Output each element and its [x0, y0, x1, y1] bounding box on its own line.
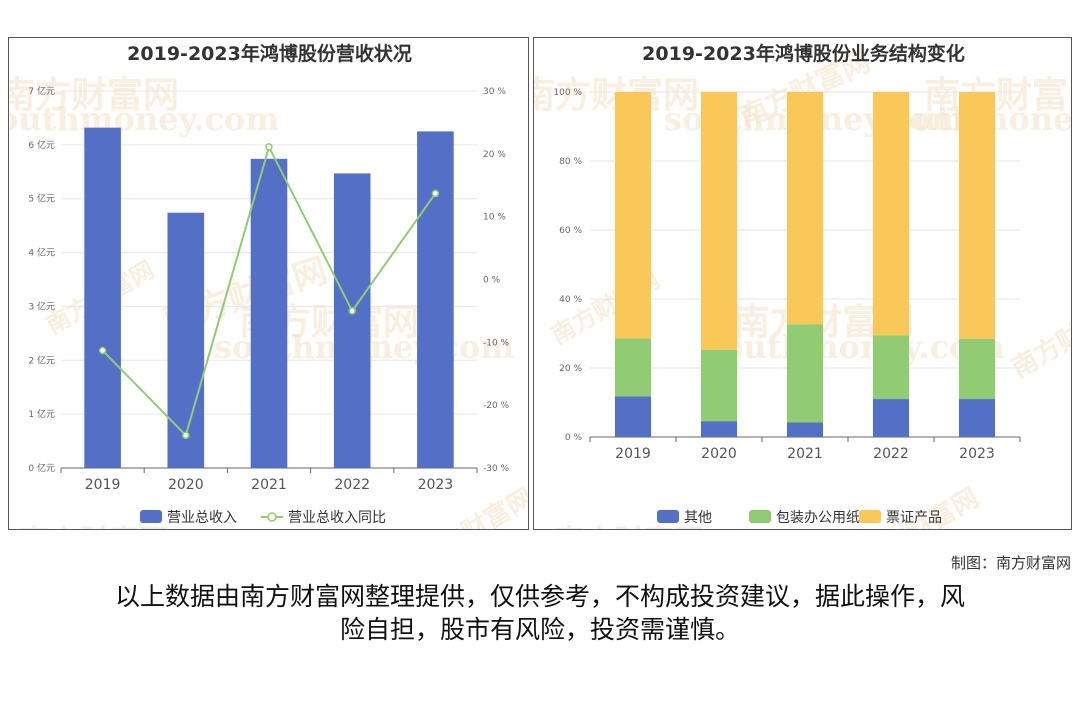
disclaimer-line-1: 以上数据由南方财富网整理提供，仅供参考，不构成投资建议，据此操作，风	[114, 582, 965, 611]
bar-票证产品-2021	[786, 92, 824, 325]
x-tick-label: 2019	[615, 446, 651, 462]
y-tick-label: 40 %	[559, 295, 582, 305]
disclaimer-line-2: 险自担，股市有风险，投资需谨慎。	[339, 615, 740, 644]
x-tick-label: 2020	[168, 477, 204, 493]
x-tick-label: 2023	[418, 477, 454, 493]
bar-其他-2019	[614, 396, 652, 437]
point-yoy-2021	[265, 143, 273, 151]
y-left-tick-label: 7 亿元	[28, 85, 55, 97]
legend-swatch-1	[749, 510, 771, 523]
point-yoy-2023	[431, 189, 440, 198]
bar-其他-2023	[958, 399, 996, 437]
legend-label-2: 票证产品	[886, 510, 942, 526]
x-tick-label: 2019	[85, 477, 121, 493]
bar-票证产品-2019	[614, 92, 652, 339]
chart-credit: 制图：南方财富网	[950, 554, 1071, 572]
x-tick-label: 2020	[701, 446, 737, 462]
business-structure-chart-panel: 南方财富网southmoney.com南方财富网南方财富网southmoney.…	[533, 37, 1072, 530]
y-right-tick-label: 0 %	[483, 276, 501, 286]
point-yoy-2019	[98, 346, 107, 355]
bar-包装办公用纸-2019	[614, 338, 652, 397]
bar-包装办公用纸-2021	[786, 324, 824, 423]
y-tick-label: 20 %	[559, 364, 582, 374]
bar-包装办公用纸-2020	[700, 349, 738, 422]
legend-swatch-0	[657, 510, 679, 523]
bar-revenue-2023	[417, 131, 454, 468]
bar-revenue-2019	[84, 127, 121, 468]
structure-chart-svg: 2019-2023年鸿博股份业务结构变化 0 % 20 % 40 % 60 % 80 % 1…	[553, 42, 1021, 526]
bar-revenue-2022	[333, 173, 371, 468]
bar-包装办公用纸-2022	[872, 335, 910, 400]
bar-票证产品-2020	[700, 92, 738, 350]
y-left-tick-label: 2 亿元	[28, 354, 55, 366]
y-left-tick-label: 3 亿元	[28, 300, 55, 312]
bar-其他-2021	[786, 422, 824, 437]
bar-其他-2020	[700, 421, 738, 437]
bar-revenue-2020	[167, 212, 205, 468]
legend-swatch-2	[859, 510, 881, 523]
y-right-tick-label: -20 %	[483, 401, 510, 411]
legend-swatch-revenue	[140, 510, 162, 523]
legend-label-0: 其他	[684, 510, 712, 526]
x-tick-label: 2021	[251, 477, 287, 493]
y-left-tick-label: 5 亿元	[28, 193, 55, 205]
legend-label-revenue: 营业总收入	[167, 510, 237, 526]
x-tick-label: 2022	[873, 446, 909, 462]
legend-label-1: 包装办公用纸	[776, 510, 860, 526]
y-left-tick-label: 1 亿元	[28, 408, 55, 420]
point-yoy-2022	[348, 307, 356, 315]
y-left-tick-label: 6 亿元	[28, 139, 55, 151]
disclaimer: 以上数据由南方财富网整理提供，仅供参考，不构成投资建议，据此操作，风 险自担，股…	[60, 580, 1020, 646]
x-tick-label: 2022	[334, 477, 370, 493]
legend-swatch-yoy-marker	[267, 512, 277, 522]
y-left-tick-label: 4 亿元	[28, 247, 55, 259]
y-right-tick-label: -10 %	[483, 338, 510, 348]
y-tick-label: 60 %	[559, 226, 582, 236]
y-tick-label: 100 %	[553, 88, 582, 98]
y-tick-label: 0 %	[565, 433, 583, 443]
y-left-tick-label: 0 亿元	[28, 462, 55, 474]
chart-title: 2019-2023年鸿博股份营收状况	[127, 42, 412, 65]
bar-包装办公用纸-2023	[958, 338, 996, 400]
y-tick-label: 80 %	[559, 157, 582, 167]
y-right-tick-label: 30 %	[483, 87, 506, 97]
bar-其他-2022	[872, 399, 910, 437]
bar-票证产品-2022	[872, 92, 910, 336]
y-right-tick-label: -30 %	[483, 464, 510, 474]
y-right-tick-label: 20 %	[483, 150, 506, 160]
chart-title: 2019-2023年鸿博股份业务结构变化	[642, 42, 965, 65]
x-tick-label: 2021	[787, 446, 823, 462]
bar-票证产品-2023	[958, 92, 996, 339]
y-right-tick-label: 10 %	[483, 213, 506, 223]
revenue-chart-svg: 2019-2023年鸿博股份营收状况 0 亿元 1 亿元 2 亿元 3 亿元 4 亿元 5 …	[28, 42, 510, 526]
point-yoy-2020	[182, 431, 190, 440]
bar-revenue-2021	[250, 158, 288, 469]
x-tick-label: 2023	[959, 446, 995, 462]
revenue-chart-panel: 南方财富网southmoney.com南方财富网南方财富网southmoney.…	[8, 37, 529, 530]
legend-label-yoy: 营业总收入同比	[288, 510, 386, 526]
